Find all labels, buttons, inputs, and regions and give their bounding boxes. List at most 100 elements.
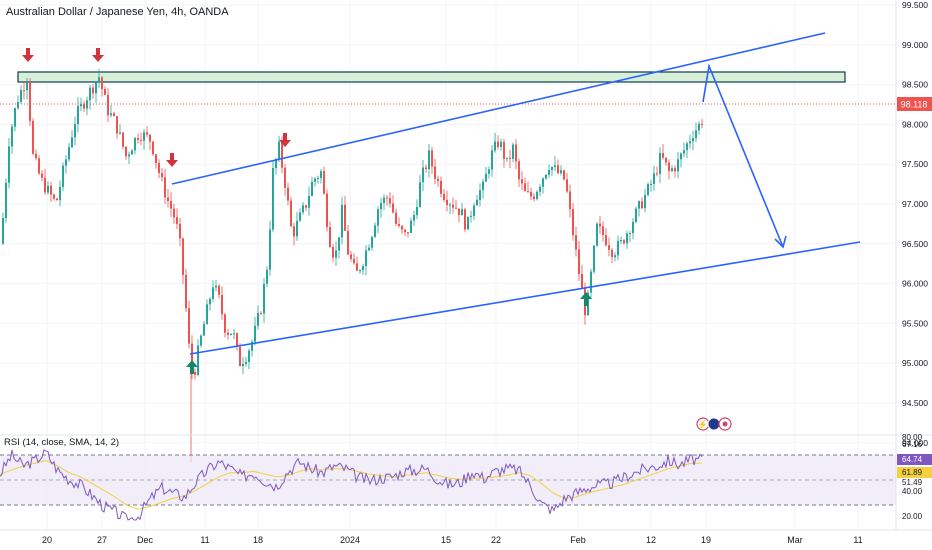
- candle: [170, 191, 172, 218]
- candle-body: [665, 157, 667, 163]
- candle: [182, 237, 184, 285]
- event-icons[interactable]: ⚡: [696, 417, 732, 431]
- candle: [101, 76, 103, 97]
- candle: [257, 305, 259, 330]
- candle-body: [26, 82, 28, 91]
- candle-body: [299, 212, 301, 221]
- candle-body: [149, 134, 151, 142]
- candle: [608, 237, 610, 257]
- candle: [611, 247, 613, 264]
- rsi-tick-label: 61.89: [902, 468, 923, 477]
- candle-body: [620, 240, 622, 242]
- candle: [236, 332, 238, 351]
- candle-body: [413, 214, 415, 221]
- candle-body: [236, 333, 238, 347]
- candle: [476, 195, 478, 206]
- candle-body: [167, 197, 169, 202]
- candle: [221, 286, 223, 320]
- candle-body: [53, 194, 55, 199]
- candle-body: [353, 258, 355, 264]
- rsi-indicator-label[interactable]: RSI (14, close, SMA, 14, 2): [4, 437, 120, 448]
- candle-body: [677, 159, 679, 172]
- candle-body: [512, 144, 514, 159]
- candle-body: [182, 238, 184, 275]
- candle: [686, 141, 688, 159]
- candle: [341, 196, 343, 245]
- candle-body: [41, 173, 43, 178]
- arrow-down-icon: [279, 133, 291, 147]
- candle-body: [410, 220, 412, 233]
- channel-lower-line[interactable]: [189, 241, 861, 355]
- candle-body: [74, 124, 76, 138]
- candle-body: [263, 283, 265, 314]
- candle: [395, 208, 397, 227]
- rsi-value-badge: [897, 454, 932, 465]
- candle-body: [662, 153, 664, 158]
- candle: [455, 199, 457, 210]
- candle-body: [692, 138, 694, 142]
- candle-body: [20, 90, 22, 102]
- candle: [38, 155, 40, 175]
- candle-body: [305, 205, 307, 208]
- candle: [557, 159, 559, 175]
- candle-body: [2, 218, 4, 244]
- candle: [296, 211, 298, 241]
- candle-body: [191, 343, 193, 372]
- candle-body: [29, 82, 31, 121]
- candle-body: [302, 205, 304, 213]
- resistance-zone[interactable]: [17, 71, 846, 83]
- candle-body: [698, 123, 700, 131]
- candle: [110, 104, 112, 118]
- time-tick-label: 20: [42, 535, 52, 545]
- candle: [398, 217, 400, 228]
- candle: [443, 188, 445, 203]
- candle-body: [281, 141, 283, 168]
- candle-body: [644, 194, 646, 209]
- candle-body: [674, 168, 676, 172]
- candle: [11, 123, 13, 154]
- candle: [122, 131, 124, 150]
- candle: [194, 368, 196, 380]
- candle: [527, 181, 529, 194]
- candle: [293, 222, 295, 246]
- candle: [230, 333, 232, 336]
- candle-body: [500, 142, 502, 147]
- price-tick-label: 97.500: [902, 159, 928, 169]
- candle: [284, 163, 286, 196]
- candle: [695, 122, 697, 143]
- candle: [248, 348, 250, 369]
- candle: [263, 278, 265, 323]
- candle-body: [68, 147, 70, 160]
- candle: [356, 256, 358, 271]
- australia-flag-icon[interactable]: [707, 417, 721, 431]
- candle: [107, 88, 109, 122]
- candle: [74, 116, 76, 146]
- candle: [428, 143, 430, 178]
- candle-body: [125, 146, 127, 157]
- candle: [176, 208, 178, 229]
- price-tick-label: 95.500: [902, 318, 928, 328]
- candle-body: [608, 245, 610, 250]
- candle-body: [539, 186, 541, 192]
- candle: [203, 321, 205, 336]
- candle: [665, 157, 667, 166]
- projection-path[interactable]: [702, 63, 784, 248]
- time-axis[interactable]: 20 27 Dec 11 18 2024 15 22 Feb 12 19 Mar 11: [42, 535, 863, 545]
- candle: [644, 188, 646, 213]
- price-tick-label: 96.000: [902, 279, 928, 289]
- candle: [437, 175, 439, 187]
- candle: [452, 197, 454, 214]
- candle-body: [242, 363, 244, 367]
- candle: [620, 236, 622, 244]
- candle: [311, 176, 313, 197]
- candle-body: [485, 173, 487, 182]
- price-scale[interactable]: 99.500 99.000 98.500 98.000 97.500 97.000 96.5…: [902, 0, 928, 448]
- candle-body: [641, 201, 643, 209]
- candle-body: [101, 77, 103, 90]
- channel-upper-line[interactable]: [171, 32, 826, 185]
- candle: [134, 137, 136, 155]
- candle-body: [647, 184, 649, 195]
- candle: [680, 152, 682, 168]
- rsi-tick-label: 20.00: [902, 512, 923, 521]
